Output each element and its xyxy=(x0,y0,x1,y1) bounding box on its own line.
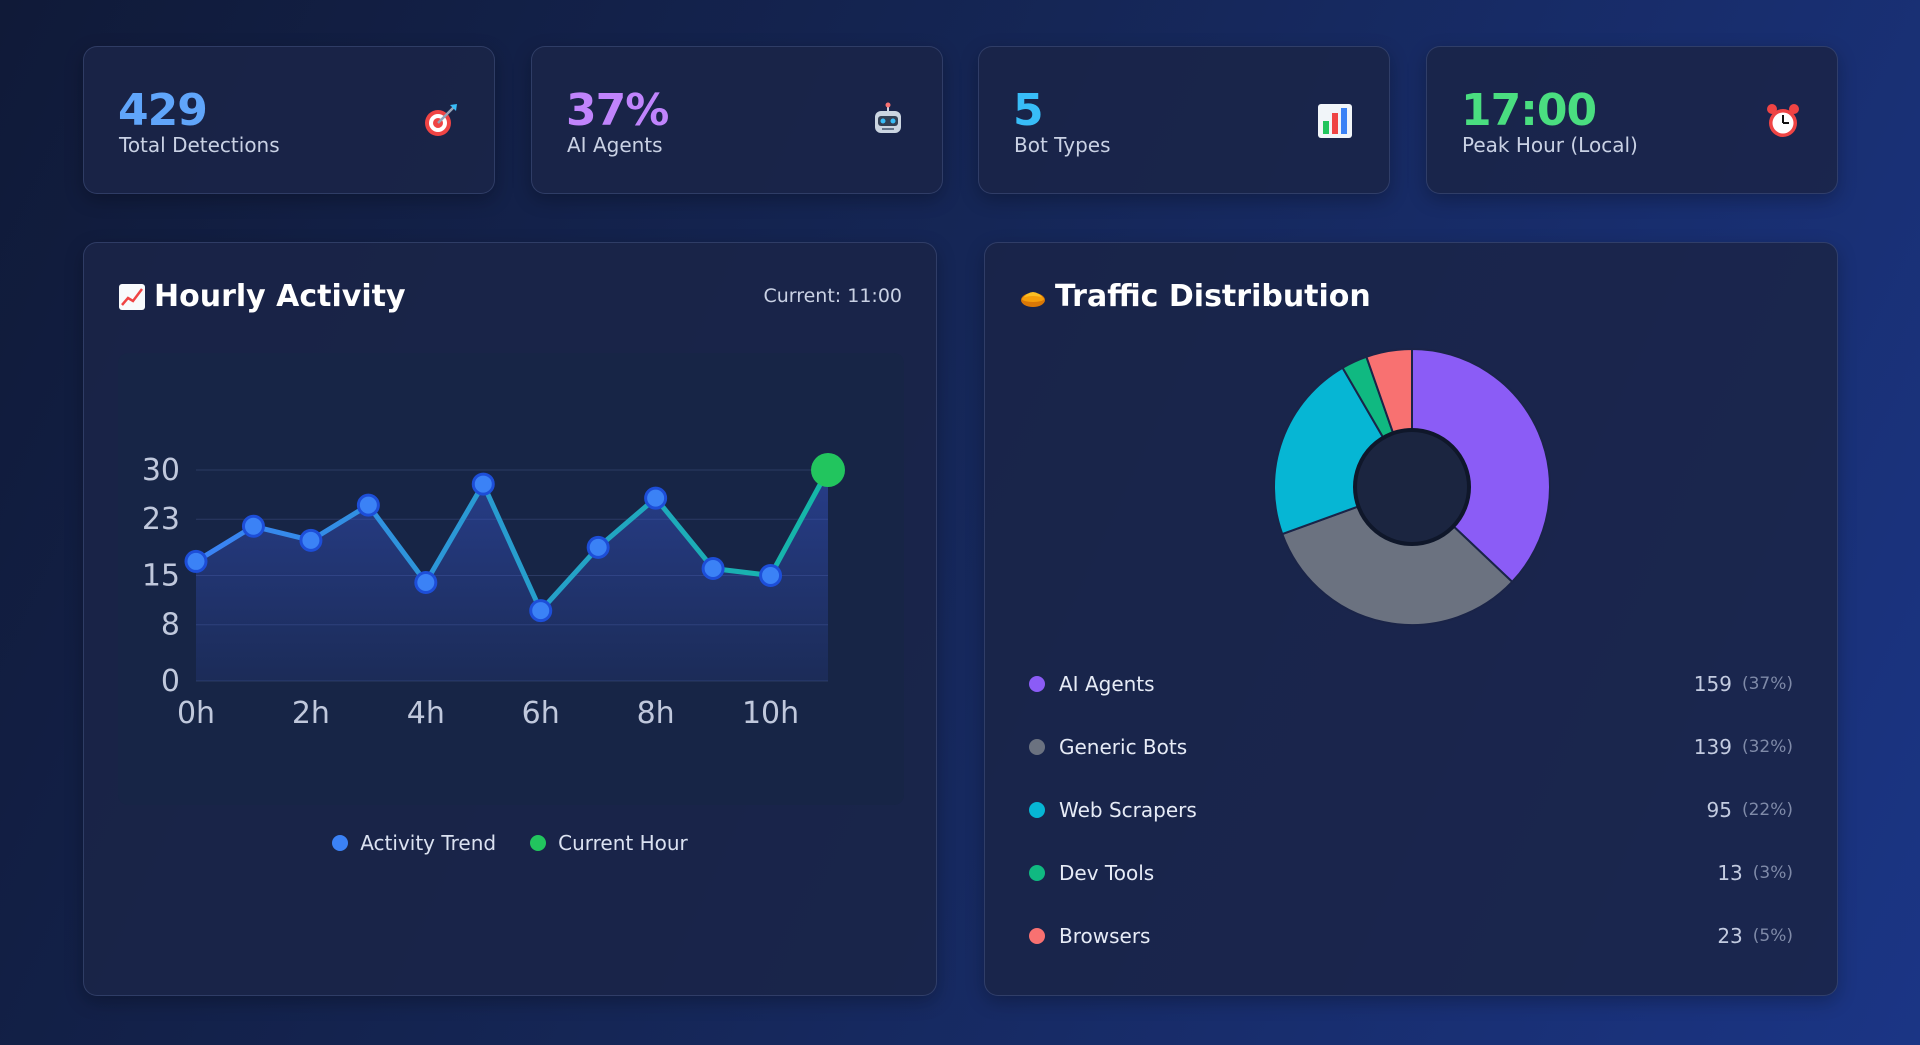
data-point[interactable] xyxy=(356,493,380,517)
category-percent: (22%) xyxy=(1741,800,1793,820)
y-tick-label: 15 xyxy=(142,559,180,594)
legend-label: Current Hour xyxy=(558,831,688,855)
category-label: Dev Tools xyxy=(1059,861,1155,885)
category-count: 159 xyxy=(1693,672,1732,696)
current-hour-label: Current: 11:00 xyxy=(763,285,902,307)
category-percent: (32%) xyxy=(1741,737,1793,757)
chart-legend: Activity Trend Current Hour xyxy=(84,831,936,855)
hourly-activity-panel: Hourly Activity Current: 11:00 0 8 15 23 30 0… xyxy=(83,242,937,996)
color-swatch xyxy=(1029,676,1045,692)
data-point[interactable] xyxy=(701,556,725,580)
chart-increasing-icon xyxy=(119,284,145,310)
legend-item-activity-trend: Activity Trend xyxy=(332,831,496,855)
series-area xyxy=(196,470,828,681)
data-point[interactable] xyxy=(586,535,610,559)
category-count: 95 xyxy=(1706,798,1732,822)
legend-swatch xyxy=(530,835,547,851)
donut-hole xyxy=(1353,428,1471,546)
robot-icon xyxy=(875,102,901,133)
stat-card-ai-agents: 37% AI Agents xyxy=(531,46,943,194)
x-tick-label: 0h xyxy=(177,696,215,731)
data-point[interactable] xyxy=(644,486,668,510)
data-point[interactable] xyxy=(414,571,438,595)
category-count: 23 xyxy=(1717,924,1743,948)
panel-title: Hourly Activity xyxy=(154,279,406,314)
stat-card-peak-hour: 17:00 Peak Hour (Local) xyxy=(1426,46,1838,194)
stat-label: AI Agents xyxy=(567,133,663,157)
x-tick-label: 2h xyxy=(292,696,330,731)
data-point[interactable] xyxy=(241,514,265,538)
stat-card-bot-types: 5 Bot Types xyxy=(978,46,1390,194)
color-swatch xyxy=(1029,739,1045,755)
category-count: 13 xyxy=(1717,861,1743,885)
color-swatch xyxy=(1029,802,1045,818)
x-tick-label: 10h xyxy=(742,696,799,731)
chart-area: 0 8 15 23 30 0h 2h 4h 6h 8h 10h xyxy=(118,353,904,805)
data-point[interactable] xyxy=(471,472,495,496)
distribution-row-dev-tools: Dev Tools 13 (3%) xyxy=(1029,858,1793,888)
stat-card-total-detections: 429 Total Detections xyxy=(83,46,495,194)
stat-value: 17:00 xyxy=(1461,85,1597,136)
legend-item-current-hour: Current Hour xyxy=(530,831,688,855)
target-icon xyxy=(425,104,457,136)
data-point[interactable] xyxy=(184,549,208,573)
category-label: AI Agents xyxy=(1059,672,1155,696)
distribution-row-ai-agents: AI Agents 159 (37%) xyxy=(1029,669,1793,699)
y-tick-label: 23 xyxy=(142,502,180,537)
category-label: Generic Bots xyxy=(1059,735,1188,759)
stat-label: Peak Hour (Local) xyxy=(1462,133,1638,157)
data-point[interactable] xyxy=(759,564,783,587)
donut-chart xyxy=(1273,347,1551,626)
donut-slice-generic-bots[interactable] xyxy=(1280,485,1514,626)
stat-value: 37% xyxy=(566,85,669,136)
line-chart: 0 8 15 23 30 0h 2h 4h 6h 8h 10h xyxy=(142,453,845,731)
category-label: Browsers xyxy=(1059,924,1151,948)
category-percent: (3%) xyxy=(1752,863,1793,883)
color-swatch xyxy=(1029,865,1045,881)
x-tick-label: 4h xyxy=(407,696,445,731)
distribution-row-browsers: Browsers 23 (5%) xyxy=(1029,921,1793,951)
legend-label: Activity Trend xyxy=(360,831,497,855)
category-count: 139 xyxy=(1693,735,1732,759)
stat-value: 429 xyxy=(118,85,208,136)
current-hour-point[interactable] xyxy=(811,453,845,487)
traffic-distribution-panel: Traffic Distribution AI Agents 159 (37%)… xyxy=(984,242,1838,996)
category-label: Web Scrapers xyxy=(1059,798,1197,822)
y-tick-label: 0 xyxy=(161,664,180,699)
x-tick-label: 8h xyxy=(637,696,675,731)
stat-value: 5 xyxy=(1013,85,1044,136)
color-swatch xyxy=(1029,928,1045,944)
y-tick-label: 8 xyxy=(161,608,180,643)
alarm-clock-icon xyxy=(1767,104,1799,137)
stat-label: Bot Types xyxy=(1014,133,1111,157)
bar-chart-icon xyxy=(1318,104,1352,138)
x-tick-label: 6h xyxy=(522,696,560,731)
panel-title: Traffic Distribution xyxy=(1055,279,1371,314)
legend-swatch xyxy=(332,835,349,851)
distribution-row-web-scrapers: Web Scrapers 95 (22%) xyxy=(1029,795,1793,825)
pie-icon xyxy=(1021,292,1045,307)
data-point[interactable] xyxy=(299,528,323,552)
stat-label: Total Detections xyxy=(119,133,280,157)
distribution-row-generic-bots: Generic Bots 139 (32%) xyxy=(1029,732,1793,762)
data-point[interactable] xyxy=(529,599,553,623)
y-tick-label: 30 xyxy=(142,453,180,488)
category-percent: (37%) xyxy=(1741,674,1793,694)
donut-slice-ai-agents[interactable] xyxy=(1411,347,1551,584)
category-percent: (5%) xyxy=(1752,926,1793,946)
